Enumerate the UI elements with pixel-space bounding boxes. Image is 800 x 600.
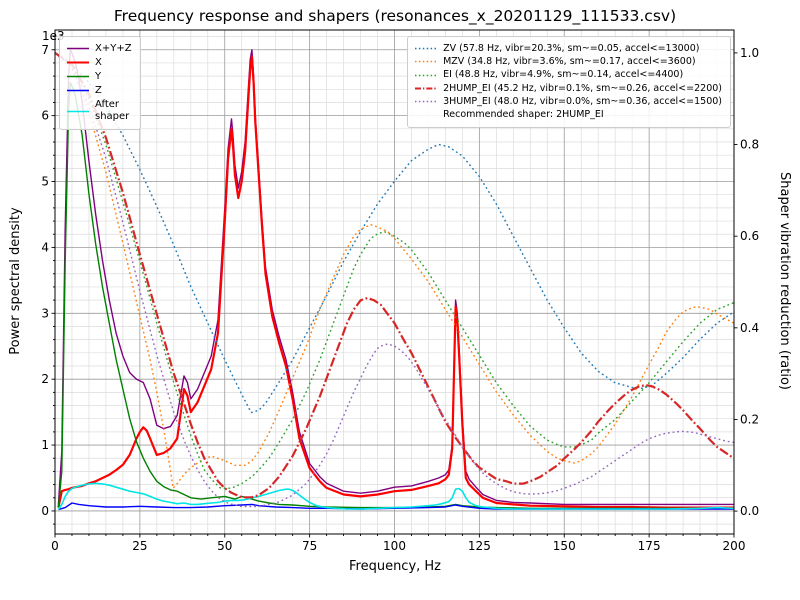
legend-swatch-blank bbox=[414, 111, 438, 120]
y-left-tick-label: 0 bbox=[41, 504, 49, 518]
legend-label: Y bbox=[95, 70, 102, 82]
legend-label: 2HUMP_EI (45.2 Hz, vibr=0.1%, sm~=0.26, … bbox=[443, 82, 722, 94]
legend-label: After shaper bbox=[95, 98, 130, 123]
legend-item-ei: EI (48.8 Hz, vibr=4.9%, sm~=0.14, accel<… bbox=[414, 69, 722, 81]
chart-title: Frequency response and shapers (resonanc… bbox=[113, 7, 677, 25]
y-right-tick-label: 0.6 bbox=[740, 229, 759, 243]
y-left-tick-label: 3 bbox=[41, 306, 49, 320]
y-left-tick-label: 4 bbox=[41, 240, 49, 254]
y-right-tick-label: 0.2 bbox=[740, 412, 759, 426]
series-line-ei bbox=[55, 52, 734, 489]
y-left-tick-label: 2 bbox=[41, 372, 49, 386]
x-tick-label: 25 bbox=[132, 539, 147, 553]
x-tick-label: 75 bbox=[302, 539, 317, 553]
legend-label: X+Y+Z bbox=[95, 42, 132, 54]
x-tick-label: 200 bbox=[723, 539, 746, 553]
legend-swatch-line bbox=[415, 101, 438, 103]
legend-item-x: X bbox=[66, 57, 132, 70]
legend-item-2hump_ei: 2HUMP_EI (45.2 Hz, vibr=0.1%, sm~=0.26, … bbox=[414, 83, 722, 95]
y-right-tick-label: 0.0 bbox=[740, 504, 759, 518]
legend-label: Z bbox=[95, 84, 102, 96]
psd-legend: X+Y+Z X Y Z After shaper bbox=[59, 36, 141, 130]
y-left-tick-label: 6 bbox=[41, 109, 49, 123]
minor-gridlines bbox=[55, 30, 734, 534]
legend-item-recommended-shaper: Recommended shaper: 2HUMP_EI bbox=[414, 109, 722, 121]
series-lines bbox=[55, 49, 734, 511]
shaper-legend: ZV (57.8 Hz, vibr=20.3%, sm~=0.05, accel… bbox=[407, 36, 731, 128]
series-line-y bbox=[57, 81, 734, 509]
series-line-mzv bbox=[55, 52, 734, 489]
legend-item-xyz: X+Y+Z bbox=[66, 43, 132, 56]
legend-swatch-line bbox=[415, 74, 438, 76]
legend-label: Recommended shaper: 2HUMP_EI bbox=[443, 109, 604, 121]
legend-label: EI (48.8 Hz, vibr=4.9%, sm~=0.14, accel<… bbox=[443, 69, 684, 81]
legend-item-mzv: MZV (34.8 Hz, vibr=3.6%, sm~=0.17, accel… bbox=[414, 56, 722, 68]
legend-label: 3HUMP_EI (48.0 Hz, vibr=0.0%, sm~=0.36, … bbox=[443, 96, 722, 107]
y-axis-label-left: Power spectral density bbox=[8, 207, 23, 355]
x-axis-label: Frequency, Hz bbox=[348, 559, 442, 574]
series-line-2hump_ei bbox=[55, 51, 734, 499]
y-right-tick-label: 0.4 bbox=[740, 321, 759, 335]
y-axis-label-right: Shaper vibration reduction (ratio) bbox=[777, 172, 792, 390]
legend-swatch-line bbox=[67, 61, 89, 64]
series-line-3hump_ei bbox=[55, 52, 734, 508]
y-left-tick-label: 1 bbox=[41, 438, 49, 452]
x-tick-label: 125 bbox=[468, 539, 491, 553]
x-tick-label: 50 bbox=[217, 539, 232, 553]
x-tick-label: 175 bbox=[638, 539, 661, 553]
series-line-x bbox=[57, 55, 734, 509]
y-left-tick-label: 5 bbox=[41, 175, 49, 189]
legend-item-z: Z bbox=[66, 85, 132, 98]
legend-label: X bbox=[95, 56, 102, 68]
y-right-tick-label: 1.0 bbox=[740, 46, 759, 60]
legend-swatch-line bbox=[67, 76, 89, 78]
legend-label: MZV (34.8 Hz, vibr=3.6%, sm~=0.17, accel… bbox=[443, 55, 696, 67]
y-axis-offset-text: 1e3 bbox=[42, 29, 65, 43]
legend-item-3hump_ei: 3HUMP_EI (48.0 Hz, vibr=0.0%, sm~=0.36, … bbox=[414, 96, 722, 108]
y-right-tick-label: 0.8 bbox=[740, 138, 759, 152]
legend-swatch-line bbox=[415, 47, 438, 50]
legend-item-y: Y bbox=[66, 71, 132, 84]
legend-swatch-line bbox=[67, 110, 89, 112]
tick-labels: 0 25 50 75 100 125 150 175 200 0 1 2 3 4 5 6 7 0.0 0.2 0.4 0… bbox=[41, 43, 759, 553]
legend-label: ZV (57.8 Hz, vibr=20.3%, sm~=0.05, accel… bbox=[443, 42, 700, 54]
series-line-after_shaper bbox=[57, 482, 734, 511]
legend-swatch-line bbox=[67, 90, 89, 92]
x-tick-label: 150 bbox=[553, 539, 576, 553]
legend-swatch-line bbox=[415, 87, 438, 90]
y-left-tick-label: 7 bbox=[41, 43, 49, 57]
tick-marks bbox=[51, 36, 738, 538]
legend-swatch-line bbox=[67, 48, 89, 50]
x-tick-label: 100 bbox=[383, 539, 406, 553]
legend-item-zv: ZV (57.8 Hz, vibr=20.3%, sm~=0.05, accel… bbox=[414, 43, 722, 55]
legend-swatch-line bbox=[415, 61, 438, 63]
x-tick-label: 0 bbox=[51, 539, 59, 553]
legend-item-after_shaper: After shaper bbox=[66, 99, 132, 124]
